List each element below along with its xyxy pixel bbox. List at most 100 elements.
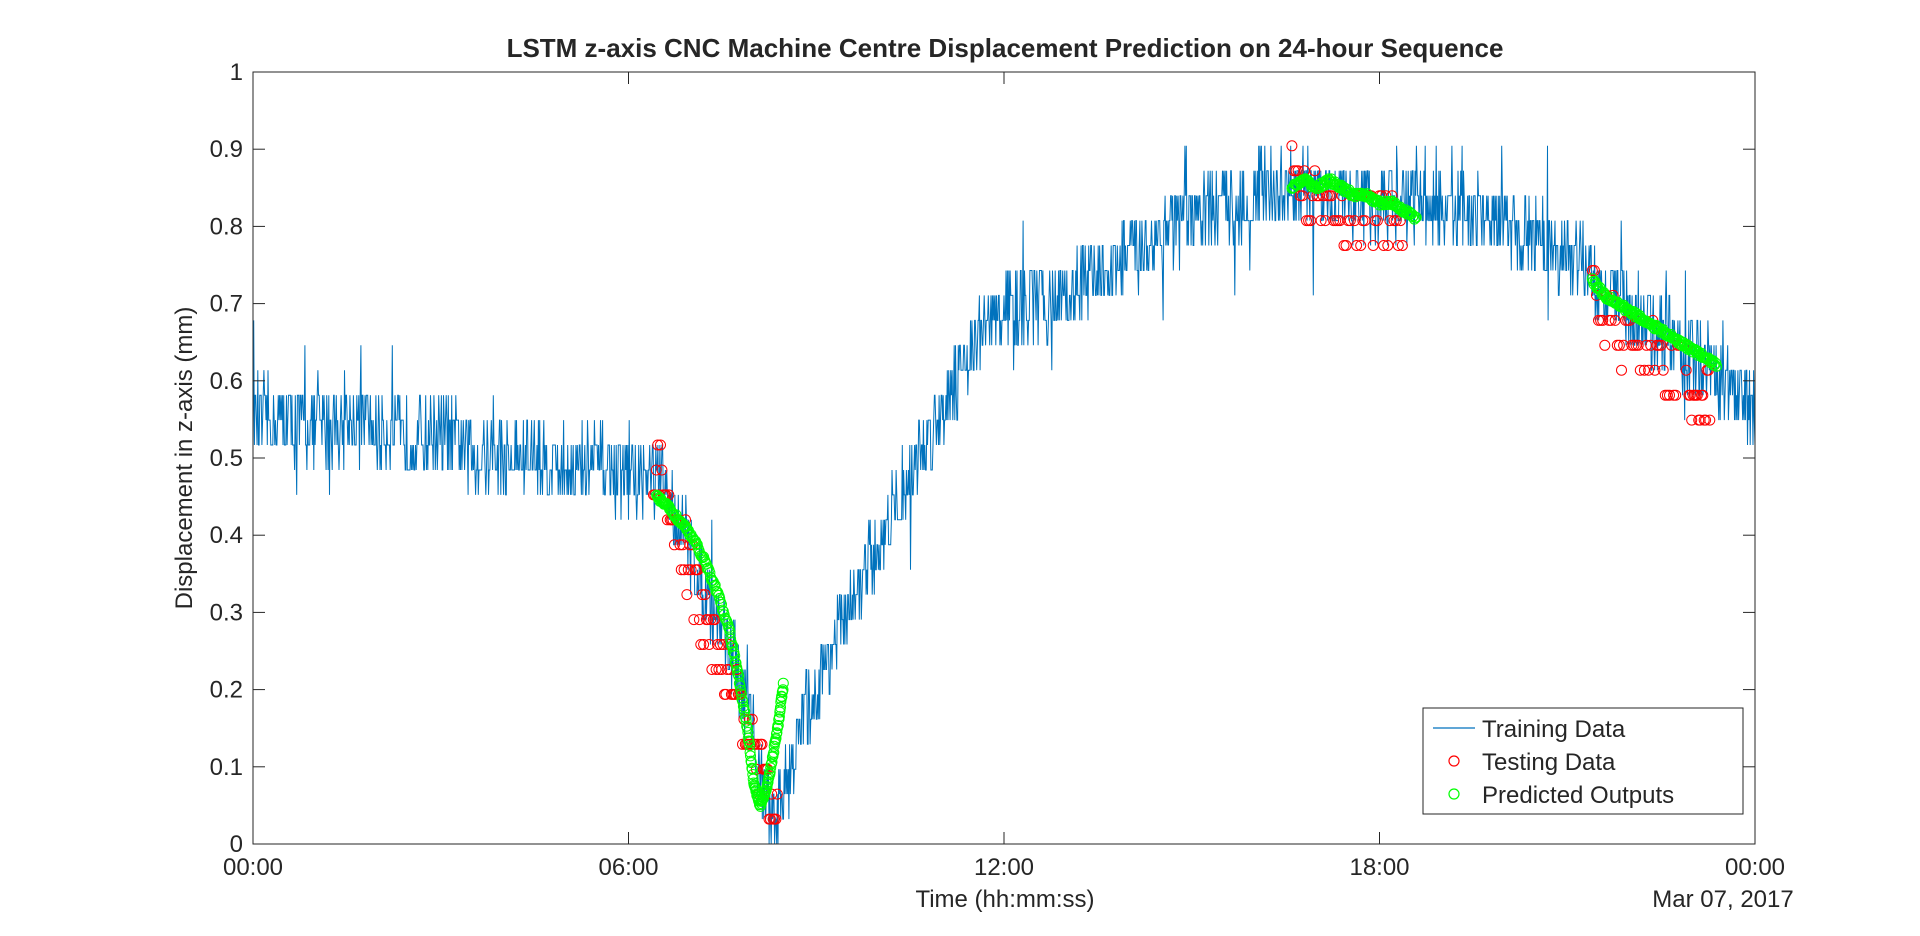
testing-data-point — [699, 589, 711, 601]
y-tick-label: 1 — [230, 59, 243, 86]
legend-label-testing-data: Testing Data — [1482, 749, 1616, 776]
y-tick-label: 0.1 — [210, 754, 243, 781]
testing-data-point — [1632, 339, 1644, 351]
y-tick-label: 0.9 — [210, 136, 243, 163]
testing-data-point — [695, 639, 707, 650]
testing-data-point — [1634, 364, 1646, 376]
testing-data-point — [1378, 240, 1390, 251]
testing-data-point — [1597, 314, 1609, 326]
testing-data-point — [685, 564, 697, 576]
testing-data-point — [749, 738, 761, 750]
predicted-output-point — [1350, 187, 1362, 199]
predicted-output-point — [768, 746, 780, 758]
predicted-output-point — [734, 680, 746, 692]
testing-data-point — [1684, 389, 1696, 401]
legend-label-training-data: Training Data — [1482, 716, 1626, 743]
x-tick-label: 00:00 — [1725, 854, 1785, 881]
testing-data-point — [1611, 339, 1623, 351]
predicted-output-point — [1709, 359, 1721, 371]
testing-data-point — [702, 614, 714, 626]
predicted-output-point — [1410, 211, 1422, 223]
y-tick-label: 0.4 — [210, 522, 243, 549]
series-predicted-outputs — [651, 173, 1723, 812]
testing-data-point — [1616, 364, 1627, 376]
plot-data — [252, 140, 1756, 845]
predicted-output-point — [1366, 194, 1377, 206]
testing-data-point — [1303, 215, 1315, 227]
testing-data-point — [688, 614, 700, 626]
testing-data-point — [1323, 190, 1335, 202]
testing-data-point — [1392, 240, 1404, 251]
testing-data-point — [1704, 414, 1716, 426]
testing-data-point — [712, 639, 723, 650]
testing-data-point — [1670, 389, 1682, 401]
testing-data-point — [693, 614, 705, 626]
testing-data-point — [1643, 364, 1655, 376]
predicted-output-point — [708, 580, 720, 592]
y-axis-label: Displacement in z-axis (mm) — [171, 307, 198, 610]
testing-data-point — [668, 539, 680, 551]
predicted-output-point — [775, 701, 786, 713]
testing-data-point — [1309, 165, 1321, 177]
predicted-output-point — [735, 688, 747, 700]
y-tick-label: 0.2 — [210, 677, 243, 704]
predicted-output-point — [716, 604, 728, 616]
testing-data-point — [771, 788, 783, 800]
testing-data-point — [1340, 240, 1352, 251]
predicted-output-point — [740, 715, 752, 727]
testing-data-point — [678, 564, 690, 576]
legend-label-predicted-outputs: Predicted Outputs — [1482, 782, 1674, 809]
y-tick-label: 0 — [230, 831, 243, 858]
testing-data-point — [1396, 240, 1408, 251]
testing-data-point — [770, 813, 782, 825]
legend-swatch-testing-data — [1448, 755, 1460, 767]
testing-data-point — [1605, 314, 1617, 326]
predicted-output-point — [762, 776, 774, 788]
testing-data-point — [1664, 389, 1675, 401]
testing-data-point — [1286, 140, 1298, 152]
predicted-output-point — [714, 592, 726, 604]
predicted-output-point — [772, 720, 784, 731]
testing-data-point — [1344, 215, 1356, 227]
testing-data-point — [1359, 215, 1371, 227]
testing-data-point — [746, 713, 758, 725]
predicted-output-point — [745, 757, 757, 769]
testing-data-point — [1680, 364, 1692, 376]
predicted-output-point — [729, 650, 741, 662]
legend: Training Data Testing Data Predicted Out… — [1422, 707, 1744, 815]
predicted-output-point — [731, 661, 743, 673]
predicted-output-point — [730, 657, 742, 669]
testing-data-point — [1367, 240, 1379, 251]
predicted-output-point — [709, 579, 721, 591]
testing-data-point — [1588, 265, 1600, 276]
testing-data-point — [1371, 215, 1383, 227]
testing-data-point — [652, 439, 664, 451]
testing-data-point — [1390, 215, 1402, 227]
predicted-output-point — [745, 750, 756, 762]
y-tick-label: 0.6 — [210, 368, 243, 395]
testing-data-point — [714, 639, 726, 650]
x-tick-label: 18:00 — [1349, 854, 1409, 881]
testing-data-point — [1599, 339, 1611, 351]
predicted-output-point — [777, 684, 789, 696]
predicted-output-point — [1711, 360, 1723, 372]
y-tick-label: 0.3 — [210, 599, 243, 626]
testing-data-point — [710, 664, 722, 675]
testing-data-point — [1351, 240, 1363, 251]
testing-data-point — [1657, 364, 1669, 376]
testing-data-point — [737, 738, 748, 750]
predicted-output-point — [771, 727, 783, 739]
legend-swatch-predicted-outputs — [1448, 788, 1460, 800]
testing-data-point — [698, 639, 710, 650]
testing-data-point — [656, 464, 668, 476]
x-tick-label: 06:00 — [598, 854, 658, 881]
predicted-output-point — [773, 711, 785, 723]
testing-data-point — [1700, 414, 1712, 426]
testing-data-point — [756, 738, 768, 750]
testing-data-point — [703, 639, 715, 650]
predicted-output-point — [735, 684, 747, 696]
testing-data-point — [655, 439, 666, 451]
testing-data-point — [716, 664, 728, 675]
series-line-training-data — [252, 145, 1756, 845]
